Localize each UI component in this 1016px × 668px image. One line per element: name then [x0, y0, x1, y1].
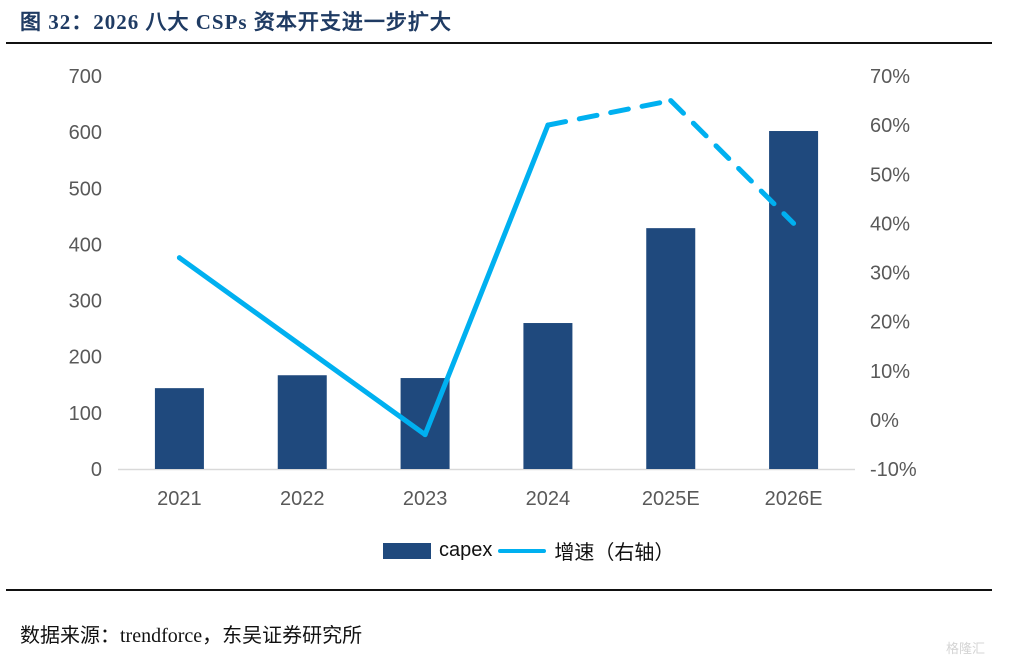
growth-point-2023 — [422, 432, 428, 438]
legend-growth-label: 增速（右轴） — [554, 542, 675, 564]
y-right-axis: -10% 0% 10% 20% 30% 40% 50% 60% 70% — [870, 66, 917, 481]
x-tick-label: 2024 — [526, 488, 571, 510]
data-source: 数据来源：trendforce，东吴证券研究所 — [20, 625, 363, 647]
growth-line-segment — [299, 343, 428, 438]
y-left-tick-label: 300 — [69, 291, 102, 313]
bar-capex-2025E — [646, 228, 696, 469]
growth-line — [176, 98, 797, 438]
y-left-tick-label: 500 — [69, 178, 102, 200]
figure-title: 图 32：2026 八大 CSPs 资本开支进一步扩大 — [20, 10, 452, 34]
legend-growth-swatch — [498, 548, 547, 553]
y-left-tick-label: 0 — [91, 459, 102, 481]
y-right-tick-label: 10% — [870, 361, 910, 383]
x-tick-label: 2023 — [403, 488, 448, 510]
bar-capex-2026E — [769, 131, 819, 469]
y-right-tick-label: 0% — [870, 410, 899, 432]
y-right-tick-label: -10% — [870, 459, 917, 481]
bar-capex-2022 — [277, 375, 327, 469]
y-left-tick-label: 400 — [69, 234, 102, 256]
bottom-rule — [6, 589, 992, 591]
y-left-tick-label: 100 — [69, 403, 102, 425]
growth-point-2024 — [545, 122, 551, 128]
watermark-logo: 格隆汇 — [946, 642, 986, 657]
y-right-tick-label: 60% — [870, 115, 910, 137]
growth-line-segment — [176, 255, 305, 349]
legend-capex-swatch — [383, 542, 431, 559]
y-left-tick-label: 700 — [69, 66, 102, 88]
y-right-tick-label: 20% — [870, 312, 910, 334]
bar-capex-2021 — [154, 388, 204, 469]
y-right-tick-label: 70% — [870, 66, 910, 88]
x-tick-label: 2026E — [765, 488, 823, 510]
bar-capex-2024 — [523, 323, 573, 469]
capex-bars — [154, 131, 819, 469]
combo-chart: 0 100 200 300 400 500 600 700 -10% 0% 10% 20% 30% 40… — [69, 66, 917, 510]
top-rule — [6, 42, 992, 44]
x-tick-label: 2025E — [642, 488, 700, 510]
y-left-tick-label: 600 — [69, 122, 102, 144]
y-right-tick-label: 40% — [870, 213, 910, 235]
y-left-axis: 0 100 200 300 400 500 600 700 — [69, 66, 102, 481]
y-left-tick-label: 200 — [69, 347, 102, 369]
growth-line-segment — [545, 98, 674, 128]
growth-point-2022 — [299, 343, 305, 349]
legend: capex 增速（右轴） — [383, 536, 674, 565]
x-tick-label: 2021 — [157, 488, 202, 510]
y-right-tick-label: 30% — [870, 263, 910, 285]
growth-point-2021 — [176, 255, 182, 261]
growth-line-segment — [422, 122, 551, 438]
legend-capex-label: capex — [439, 539, 493, 561]
growth-line-segment — [668, 98, 797, 226]
x-tick-label: 2022 — [280, 488, 325, 510]
x-axis: 2021 2022 2023 2024 2025E 2026E — [157, 488, 822, 510]
y-right-tick-label: 50% — [870, 164, 910, 186]
